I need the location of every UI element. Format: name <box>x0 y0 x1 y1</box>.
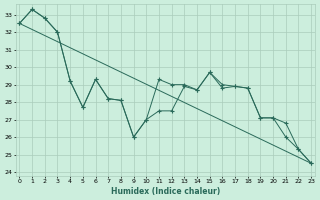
X-axis label: Humidex (Indice chaleur): Humidex (Indice chaleur) <box>111 187 220 196</box>
